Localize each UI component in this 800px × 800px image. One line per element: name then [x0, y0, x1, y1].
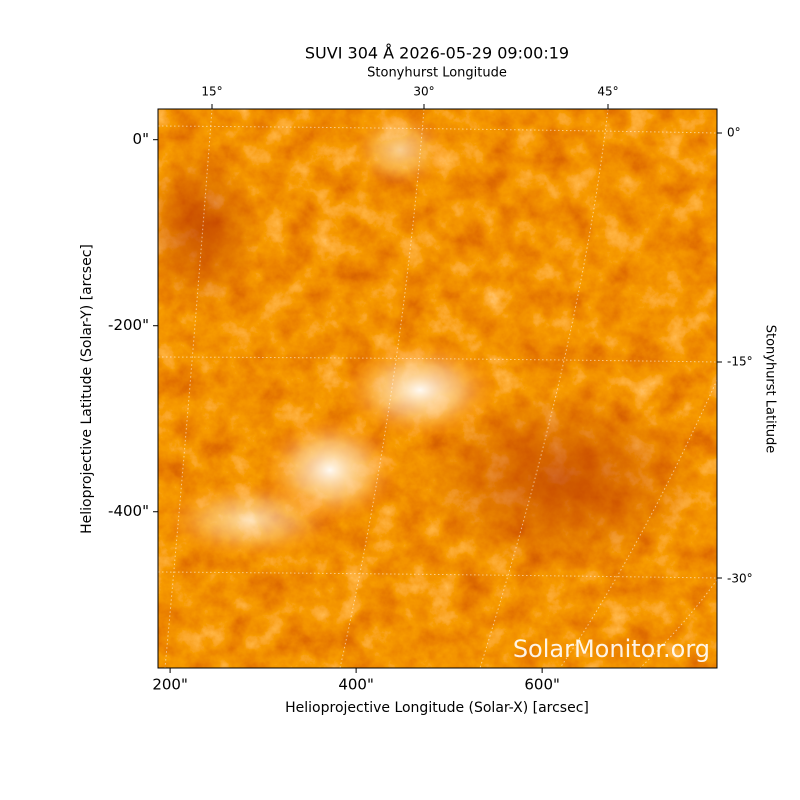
chart-title: SUVI 304 Å 2026-05-29 09:00:19: [305, 44, 569, 63]
x-tick-label: 400": [338, 676, 374, 694]
right-axis-label: Stonyhurst Latitude: [763, 325, 778, 454]
y-axis-label: Helioprojective Latitude (Solar-Y) [arcs…: [79, 244, 95, 534]
x-axis-label: Helioprojective Longitude (Solar-X) [arc…: [285, 700, 589, 716]
x-tick-label: 600": [524, 676, 560, 694]
y-tick-label: -400": [108, 502, 149, 520]
right-tick-label: -30°: [727, 572, 753, 586]
secondary-ticks: [211, 104, 722, 579]
top-tick-label: 15°: [201, 85, 222, 99]
top-tick-label: 30°: [413, 85, 434, 99]
plot-frame: [157, 108, 718, 669]
solar-image: [158, 109, 717, 668]
right-tick-label: 0°: [727, 126, 741, 140]
y-tick-label: -200": [108, 316, 149, 334]
top-axis-label: Stonyhurst Longitude: [367, 66, 507, 81]
top-tick-label: 45°: [597, 85, 618, 99]
watermark: SolarMonitor.org: [513, 635, 710, 663]
right-tick-label: -15°: [727, 355, 753, 369]
x-tick-label: 200": [152, 676, 188, 694]
y-tick-label: 0": [133, 130, 149, 148]
